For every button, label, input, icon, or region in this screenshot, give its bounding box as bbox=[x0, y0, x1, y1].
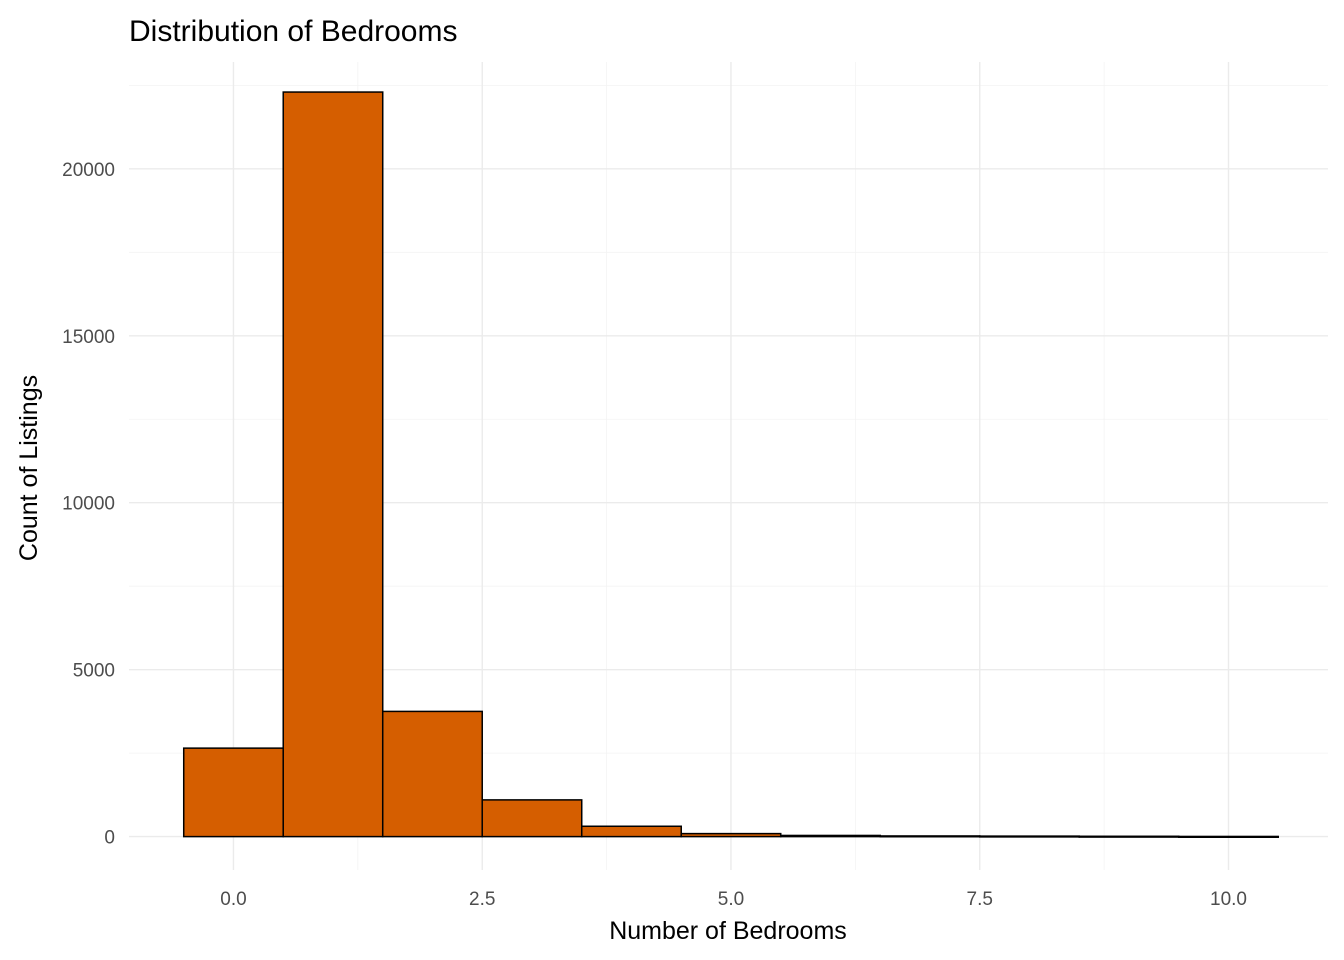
y-tick-label: 20000 bbox=[62, 160, 115, 181]
histogram-bar bbox=[978, 835, 1080, 838]
x-tick-label: 7.5 bbox=[967, 889, 993, 910]
y-tick-label: 15000 bbox=[62, 327, 115, 348]
histogram-bar bbox=[879, 835, 981, 838]
histogram-bar bbox=[1177, 835, 1279, 838]
x-tick-label: 2.5 bbox=[469, 889, 495, 910]
y-tick-label: 5000 bbox=[73, 661, 115, 682]
y-tick-label: 0 bbox=[104, 828, 115, 849]
chart-title: Distribution of Bedrooms bbox=[129, 15, 457, 48]
histogram-bar bbox=[680, 832, 782, 838]
histogram-bar bbox=[580, 825, 682, 838]
y-axis-title: Count of Listings bbox=[15, 375, 43, 561]
histogram-bar bbox=[282, 91, 384, 838]
histogram-bar bbox=[182, 747, 284, 838]
histogram-bar bbox=[481, 799, 583, 838]
x-axis-title: Number of Bedrooms bbox=[609, 917, 847, 945]
histogram-bar bbox=[1078, 835, 1180, 838]
x-tick-label: 0.0 bbox=[220, 889, 246, 910]
y-axis-ticks: 0 5000 10000 15000 20000 bbox=[62, 160, 115, 849]
histogram-bar bbox=[779, 834, 881, 838]
x-tick-label: 5.0 bbox=[718, 889, 744, 910]
y-tick-label: 10000 bbox=[62, 494, 115, 515]
histogram-bars bbox=[182, 91, 1279, 838]
histogram-bar bbox=[381, 710, 483, 838]
x-axis-ticks: 0.0 2.5 5.0 7.5 10.0 bbox=[220, 889, 1247, 910]
x-tick-label: 10.0 bbox=[1210, 889, 1247, 910]
